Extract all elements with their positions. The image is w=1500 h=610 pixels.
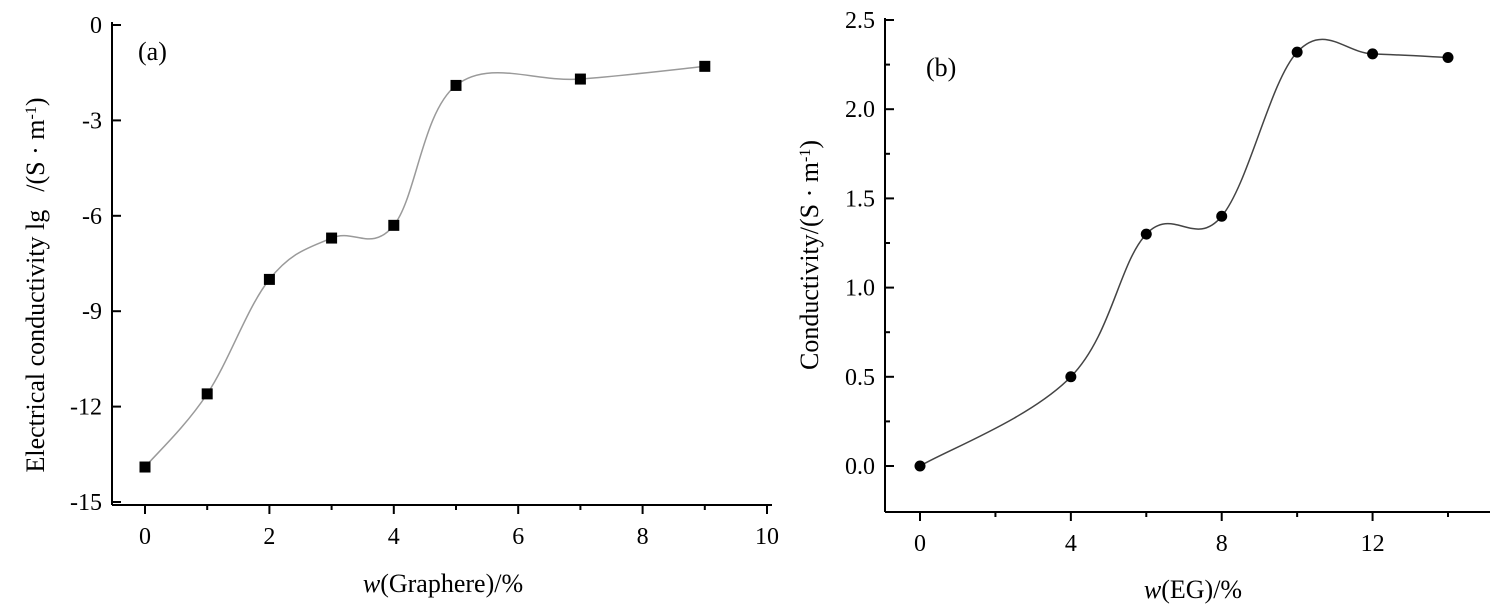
y-tick-label: 2.0 (845, 97, 875, 123)
y-tick-label: -6 (82, 204, 102, 230)
data-point (914, 460, 926, 472)
data-point (1367, 48, 1379, 60)
x-tick-label: 0 (914, 531, 926, 557)
panel-a-x-title: w(Graphere)/% (363, 569, 523, 598)
data-point (201, 388, 213, 400)
data-point (388, 219, 400, 231)
y-tick-label: 1.0 (845, 276, 875, 302)
x-tick-label: 2 (263, 524, 275, 550)
x-tick-label: 4 (388, 524, 400, 550)
panel-a: (a) 0 2 4 6 8 10 -15 -12 -9 -6 -3 0 w(Graphere)/% E… (21, 13, 779, 598)
panel-a-label: (a) (138, 37, 167, 66)
panel-b-axes (884, 18, 1490, 513)
y-tick-label: -9 (82, 299, 102, 325)
y-tick-label: 2.5 (845, 8, 875, 34)
panel-b: (b) 0 4 8 12 0.0 0.5 1.0 1.5 2.0 2.5 w(EG)/% Cond… (795, 8, 1490, 604)
panel-b-x-title: w(EG)/% (1144, 575, 1242, 604)
panel-a-ticks: 0 2 4 6 8 10 -15 -12 -9 -6 -3 0 (70, 13, 779, 550)
data-point (699, 60, 711, 72)
data-point (574, 73, 586, 85)
x-tick-label: 4 (1065, 531, 1077, 557)
data-point (1442, 51, 1454, 63)
panel-b-label: (b) (926, 53, 956, 82)
data-point (450, 79, 462, 91)
data-point (1216, 210, 1228, 222)
x-tick-label: 6 (512, 524, 524, 550)
y-tick-label: 1.5 (845, 186, 875, 212)
panel-a-axes (111, 22, 772, 506)
data-point (263, 273, 275, 285)
x-tick-label: 8 (637, 524, 649, 550)
panel-b-ticks: 0 4 8 12 0.0 0.5 1.0 1.5 2.0 2.5 (845, 8, 1449, 557)
x-tick-label: 0 (139, 524, 151, 550)
y-tick-label: 0.5 (845, 365, 875, 391)
data-point (139, 461, 151, 473)
y-tick-label: 0 (90, 13, 102, 39)
data-point (326, 232, 338, 244)
y-tick-label: -15 (70, 490, 102, 516)
panel-b-points (914, 46, 1454, 472)
panel-a-points (139, 60, 711, 473)
panel-b-y-title: Conductivity/(S · m-1) (795, 140, 824, 370)
panel-a-y-title: Electrical conductivity lg/(S · m-1) (21, 97, 50, 472)
y-tick-label: 0.0 (845, 454, 875, 480)
y-tick-label: -12 (70, 395, 102, 421)
data-point (1065, 371, 1077, 383)
data-point (1291, 46, 1303, 58)
data-point (1140, 228, 1152, 240)
y-tick-label: -3 (82, 108, 102, 134)
panel-b-fit-curve (919, 38, 1449, 467)
x-tick-label: 12 (1361, 531, 1385, 557)
x-tick-label: 8 (1216, 531, 1228, 557)
panel-a-fit-curve (144, 65, 705, 468)
x-tick-label: 10 (755, 524, 779, 550)
